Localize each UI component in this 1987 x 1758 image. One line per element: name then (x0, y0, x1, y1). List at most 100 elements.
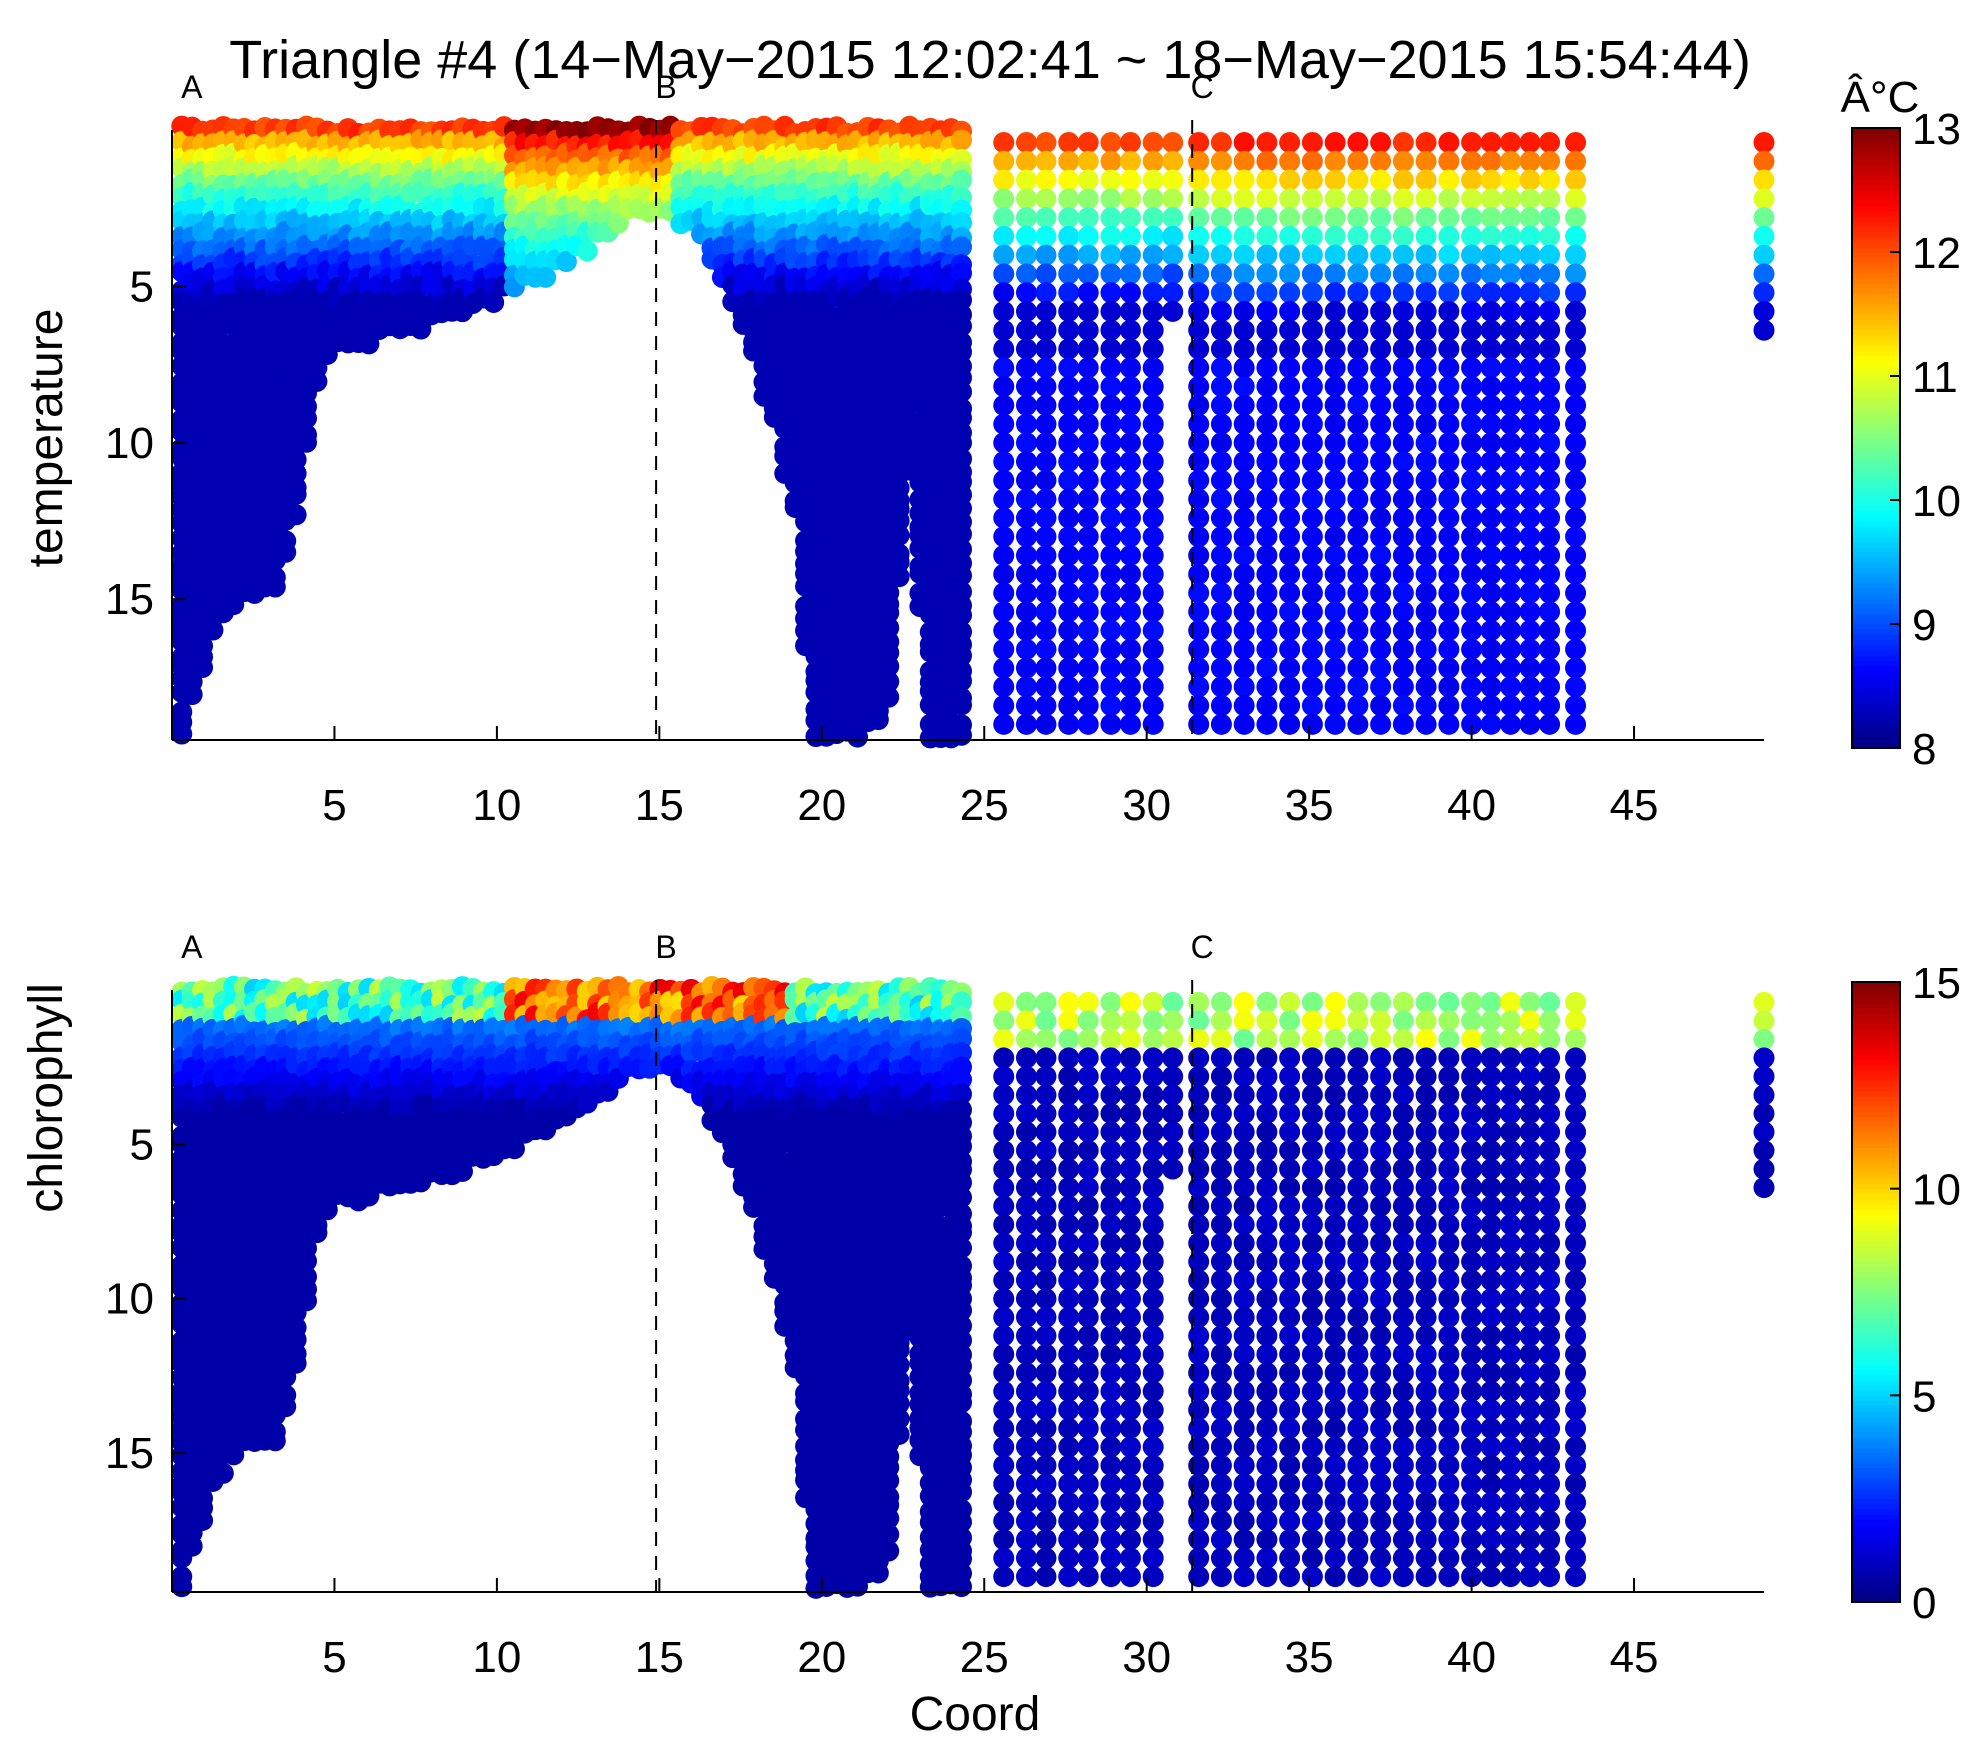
data-point (1015, 1529, 1037, 1551)
data-point (1519, 488, 1541, 510)
data-point (951, 564, 973, 586)
data-point (1347, 582, 1369, 604)
colorbar-segment (1852, 469, 1900, 475)
data-point (1480, 169, 1502, 191)
data-point (1142, 263, 1164, 285)
data-point (993, 657, 1015, 679)
data-point (1142, 1325, 1164, 1347)
data-point (1438, 620, 1460, 642)
data-point (1142, 1177, 1164, 1199)
data-point (1035, 507, 1057, 529)
data-point (1370, 282, 1392, 304)
x-tick-label: 40 (1447, 781, 1496, 830)
data-point (1015, 676, 1037, 698)
data-point (993, 1084, 1015, 1106)
data-point (1100, 1436, 1122, 1458)
data-point (1015, 451, 1037, 473)
data-point (993, 620, 1015, 642)
data-point (1480, 150, 1502, 172)
data-point (483, 291, 505, 313)
data-point (1142, 1547, 1164, 1569)
data-point (1210, 1028, 1232, 1050)
data-point (1058, 1491, 1080, 1513)
data-point (275, 1396, 297, 1418)
data-point (1015, 376, 1037, 398)
data-point (1100, 413, 1122, 435)
data-point (1188, 469, 1210, 491)
data-point (1539, 376, 1561, 398)
data-point (878, 671, 900, 693)
data-point (1392, 657, 1414, 679)
colorbar-segment (1852, 582, 1900, 589)
data-point (1500, 507, 1522, 529)
data-point (1077, 1028, 1099, 1050)
data-point (1301, 563, 1323, 585)
colorbar-segment (1852, 277, 1900, 284)
data-point (1370, 582, 1392, 604)
data-point (1100, 1343, 1122, 1365)
colorbar-segment (1852, 696, 1900, 703)
data-point (1188, 319, 1210, 341)
data-point (1035, 1529, 1057, 1551)
data-point (878, 602, 900, 624)
data-point (1015, 1417, 1037, 1439)
data-point (993, 1325, 1015, 1347)
data-point (1279, 263, 1301, 285)
data-point (1015, 1306, 1037, 1328)
data-point (1461, 169, 1483, 191)
data-point (1015, 300, 1037, 322)
data-point (1461, 488, 1483, 510)
data-point (1438, 207, 1460, 229)
data-point (993, 1399, 1015, 1421)
colorbar-segment (1852, 593, 1900, 599)
colorbar-segment (1852, 360, 1900, 367)
data-point (192, 1509, 214, 1531)
data-point (1210, 357, 1232, 379)
data-point (1301, 469, 1323, 491)
data-point (1015, 1177, 1037, 1199)
data-point (1188, 394, 1210, 416)
data-point (1100, 451, 1122, 473)
data-point (1279, 526, 1301, 548)
data-point (1100, 620, 1122, 642)
data-point (1233, 526, 1255, 548)
data-point (1119, 1232, 1141, 1254)
data-point (1279, 282, 1301, 304)
data-point (1058, 507, 1080, 529)
data-point (867, 709, 889, 731)
data-point (1058, 244, 1080, 266)
data-point (1461, 620, 1483, 642)
data-point (1188, 526, 1210, 548)
data-point (1519, 376, 1541, 398)
colorbar-segment (1852, 438, 1900, 444)
data-point (1015, 695, 1037, 717)
colorbar-segment (1852, 334, 1900, 341)
data-point (1100, 132, 1122, 154)
data-point (993, 169, 1015, 191)
colorbar-segment (1852, 608, 1900, 615)
data-point (1119, 991, 1141, 1013)
data-point (1415, 432, 1437, 454)
data-point (1392, 544, 1414, 566)
data-point (1035, 263, 1057, 285)
data-point (1015, 488, 1037, 510)
data-point (306, 1222, 328, 1244)
data-point (1347, 357, 1369, 379)
data-point (993, 394, 1015, 416)
colorbar-segment (1852, 314, 1900, 320)
data-point (1461, 207, 1483, 229)
data-point (1565, 169, 1587, 191)
data-point (1519, 413, 1541, 435)
data-point (1142, 1102, 1164, 1124)
data-point (1565, 244, 1587, 266)
data-point (1162, 1065, 1184, 1087)
colorbar-segment (1852, 618, 1900, 625)
colorbar-segment (1852, 407, 1900, 413)
data-point (1233, 150, 1255, 172)
data-point (1301, 713, 1323, 735)
data-point (1210, 507, 1232, 529)
data-point (1438, 676, 1460, 698)
data-point (993, 991, 1015, 1013)
data-point (1256, 526, 1278, 548)
data-point (1480, 244, 1502, 266)
